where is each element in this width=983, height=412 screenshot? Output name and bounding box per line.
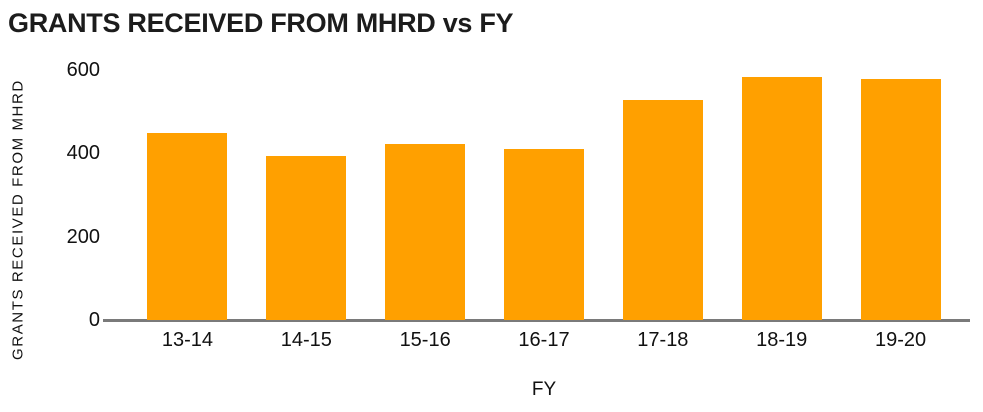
x-axis-ticks: 13-14 14-15 15-16 16-17 17-18 18-19 19-20 bbox=[128, 329, 960, 352]
bar-band bbox=[841, 70, 960, 320]
bar-band bbox=[128, 70, 247, 320]
x-tick-label: 19-20 bbox=[875, 329, 927, 351]
bar-band bbox=[722, 70, 841, 320]
bar bbox=[741, 77, 822, 320]
bar bbox=[266, 156, 347, 320]
x-tick-label: 17-18 bbox=[637, 329, 689, 351]
y-tick-label: 0 bbox=[88, 309, 100, 331]
bar bbox=[385, 143, 466, 320]
plot-area bbox=[128, 70, 960, 320]
bar bbox=[504, 148, 584, 320]
y-axis-ticks: 0 200 400 600 bbox=[0, 0, 100, 412]
x-tick-label: 18-19 bbox=[756, 329, 808, 351]
x-tick-label: 14-15 bbox=[280, 329, 332, 351]
chart-title: GRANTS RECEIVED FROM MHRD vs FY bbox=[8, 8, 514, 38]
bar-band bbox=[485, 70, 604, 320]
x-axis-title: FY bbox=[531, 379, 557, 400]
x-tick-label: 13-14 bbox=[161, 329, 213, 351]
x-tick-label: 15-16 bbox=[399, 329, 451, 351]
y-tick-label: 200 bbox=[66, 225, 100, 248]
bar bbox=[860, 78, 941, 320]
y-tick-label: 400 bbox=[66, 142, 100, 165]
bar bbox=[622, 100, 703, 320]
bar-band bbox=[247, 70, 366, 320]
bar-band bbox=[603, 70, 722, 320]
y-tick-label: 600 bbox=[66, 59, 100, 81]
x-axis-line bbox=[103, 319, 970, 322]
bar bbox=[147, 132, 228, 320]
x-tick-label: 16-17 bbox=[518, 329, 570, 351]
bar-band bbox=[366, 70, 485, 320]
